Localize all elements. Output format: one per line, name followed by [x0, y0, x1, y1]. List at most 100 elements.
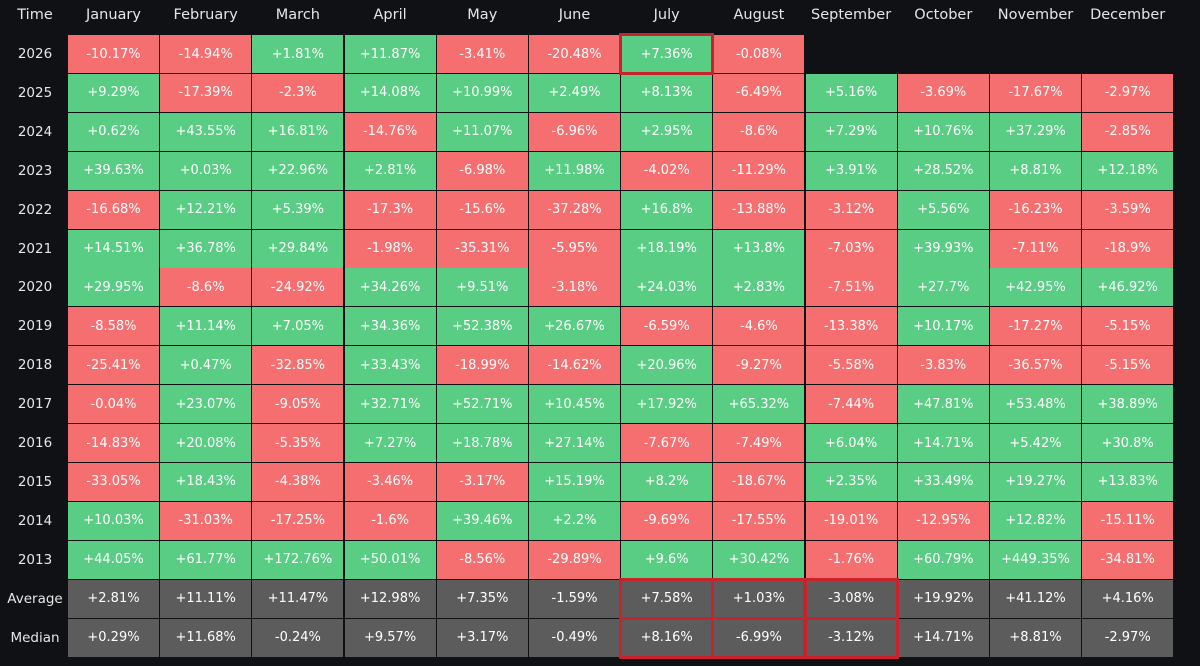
return-cell[interactable]: +52.38%: [436, 307, 528, 346]
summary-cell[interactable]: +11.11%: [160, 579, 252, 618]
return-cell[interactable]: +43.55%: [160, 112, 252, 151]
return-cell[interactable]: -7.67%: [621, 424, 713, 462]
return-cell[interactable]: -3.18%: [529, 268, 620, 307]
return-cell[interactable]: -35.31%: [436, 229, 528, 268]
header-month-august[interactable]: August: [733, 7, 785, 23]
return-cell[interactable]: +9.29%: [68, 73, 159, 112]
return-cell[interactable]: -17.27%: [990, 307, 1081, 346]
return-cell[interactable]: +27.7%: [897, 268, 989, 307]
return-cell[interactable]: -17.55%: [713, 501, 805, 540]
return-cell[interactable]: +30.8%: [1082, 424, 1174, 462]
return-cell[interactable]: +39.93%: [897, 229, 989, 268]
summary-cell[interactable]: +9.57%: [344, 618, 436, 657]
return-cell[interactable]: -4.38%: [252, 462, 344, 501]
return-cell[interactable]: +5.16%: [805, 73, 897, 112]
return-cell[interactable]: +11.14%: [160, 307, 252, 346]
return-cell[interactable]: +8.13%: [621, 73, 713, 112]
return-cell[interactable]: +9.51%: [436, 268, 528, 307]
return-cell[interactable]: +7.36%: [621, 35, 713, 73]
return-cell[interactable]: -8.6%: [160, 268, 252, 307]
header-month-january[interactable]: January: [86, 7, 141, 23]
return-cell[interactable]: -12.95%: [897, 501, 989, 540]
summary-cell[interactable]: +7.58%: [621, 579, 713, 618]
return-cell[interactable]: +17.92%: [621, 385, 713, 424]
header-month-february[interactable]: February: [173, 7, 238, 23]
return-cell[interactable]: +14.71%: [897, 424, 989, 462]
summary-cell[interactable]: +41.12%: [990, 579, 1081, 618]
return-cell[interactable]: -31.03%: [160, 501, 252, 540]
return-cell[interactable]: +33.49%: [897, 462, 989, 501]
return-cell[interactable]: +2.83%: [713, 268, 805, 307]
header-month-june[interactable]: June: [558, 7, 591, 23]
return-cell[interactable]: -8.58%: [68, 307, 159, 346]
return-cell[interactable]: -0.04%: [68, 385, 159, 424]
return-cell[interactable]: +5.39%: [252, 190, 344, 229]
return-cell[interactable]: +12.18%: [1082, 151, 1174, 190]
return-cell[interactable]: +8.2%: [621, 462, 713, 501]
return-cell[interactable]: +6.04%: [805, 424, 897, 462]
return-cell[interactable]: +13.8%: [713, 229, 805, 268]
return-cell[interactable]: -7.44%: [805, 385, 897, 424]
return-cell[interactable]: -4.6%: [713, 307, 805, 346]
return-cell[interactable]: +29.95%: [68, 268, 159, 307]
return-cell[interactable]: -19.01%: [805, 501, 897, 540]
return-cell[interactable]: -3.83%: [897, 346, 989, 385]
summary-cell[interactable]: +7.35%: [436, 579, 528, 618]
return-cell[interactable]: +60.79%: [897, 540, 989, 579]
return-cell[interactable]: -18.67%: [713, 462, 805, 501]
return-cell[interactable]: -6.98%: [436, 151, 528, 190]
return-cell[interactable]: -16.23%: [990, 190, 1081, 229]
return-cell[interactable]: +44.05%: [68, 540, 159, 579]
return-cell[interactable]: +34.26%: [344, 268, 436, 307]
return-cell[interactable]: -5.35%: [252, 424, 344, 462]
return-cell[interactable]: +23.07%: [160, 385, 252, 424]
return-cell[interactable]: -8.56%: [436, 540, 528, 579]
return-cell[interactable]: +18.78%: [436, 424, 528, 462]
return-cell[interactable]: +13.83%: [1082, 462, 1174, 501]
return-cell[interactable]: -8.6%: [713, 112, 805, 151]
return-cell[interactable]: +39.46%: [436, 501, 528, 540]
return-cell[interactable]: -4.02%: [621, 151, 713, 190]
return-cell[interactable]: -17.25%: [252, 501, 344, 540]
return-cell[interactable]: +22.96%: [252, 151, 344, 190]
return-cell[interactable]: +3.91%: [805, 151, 897, 190]
return-cell[interactable]: -17.3%: [344, 190, 436, 229]
return-cell[interactable]: +37.29%: [990, 112, 1081, 151]
return-cell[interactable]: +65.32%: [713, 385, 805, 424]
return-cell[interactable]: -7.11%: [990, 229, 1081, 268]
header-month-september[interactable]: September: [811, 7, 892, 23]
return-cell[interactable]: +42.95%: [990, 268, 1081, 307]
return-cell[interactable]: +12.21%: [160, 190, 252, 229]
return-cell[interactable]: +18.43%: [160, 462, 252, 501]
return-cell[interactable]: +11.07%: [436, 112, 528, 151]
return-cell[interactable]: -3.41%: [436, 35, 528, 73]
return-cell[interactable]: +11.98%: [529, 151, 620, 190]
return-cell[interactable]: -6.49%: [713, 73, 805, 112]
return-cell[interactable]: +10.17%: [897, 307, 989, 346]
return-cell[interactable]: +172.76%: [252, 540, 344, 579]
return-cell[interactable]: +32.71%: [344, 385, 436, 424]
return-cell[interactable]: -9.05%: [252, 385, 344, 424]
return-cell[interactable]: +53.48%: [990, 385, 1081, 424]
summary-cell[interactable]: -2.97%: [1082, 618, 1174, 657]
return-cell[interactable]: -14.94%: [160, 35, 252, 73]
return-cell[interactable]: +47.81%: [897, 385, 989, 424]
summary-cell[interactable]: +11.68%: [160, 618, 252, 657]
return-cell[interactable]: +27.14%: [529, 424, 620, 462]
return-cell[interactable]: +1.81%: [252, 35, 344, 73]
return-cell[interactable]: -18.99%: [436, 346, 528, 385]
summary-cell[interactable]: +14.71%: [897, 618, 989, 657]
return-cell[interactable]: -3.17%: [436, 462, 528, 501]
return-cell[interactable]: +29.84%: [252, 229, 344, 268]
return-cell[interactable]: +20.08%: [160, 424, 252, 462]
header-month-november[interactable]: November: [997, 7, 1074, 23]
return-cell[interactable]: -3.46%: [344, 462, 436, 501]
return-cell[interactable]: +2.2%: [529, 501, 620, 540]
summary-cell[interactable]: -0.49%: [529, 618, 620, 657]
return-cell[interactable]: +0.62%: [68, 112, 159, 151]
return-cell[interactable]: -5.95%: [529, 229, 620, 268]
summary-cell[interactable]: +12.98%: [344, 579, 436, 618]
return-cell[interactable]: +9.6%: [621, 540, 713, 579]
return-cell[interactable]: -3.59%: [1082, 190, 1174, 229]
return-cell[interactable]: -7.51%: [805, 268, 897, 307]
